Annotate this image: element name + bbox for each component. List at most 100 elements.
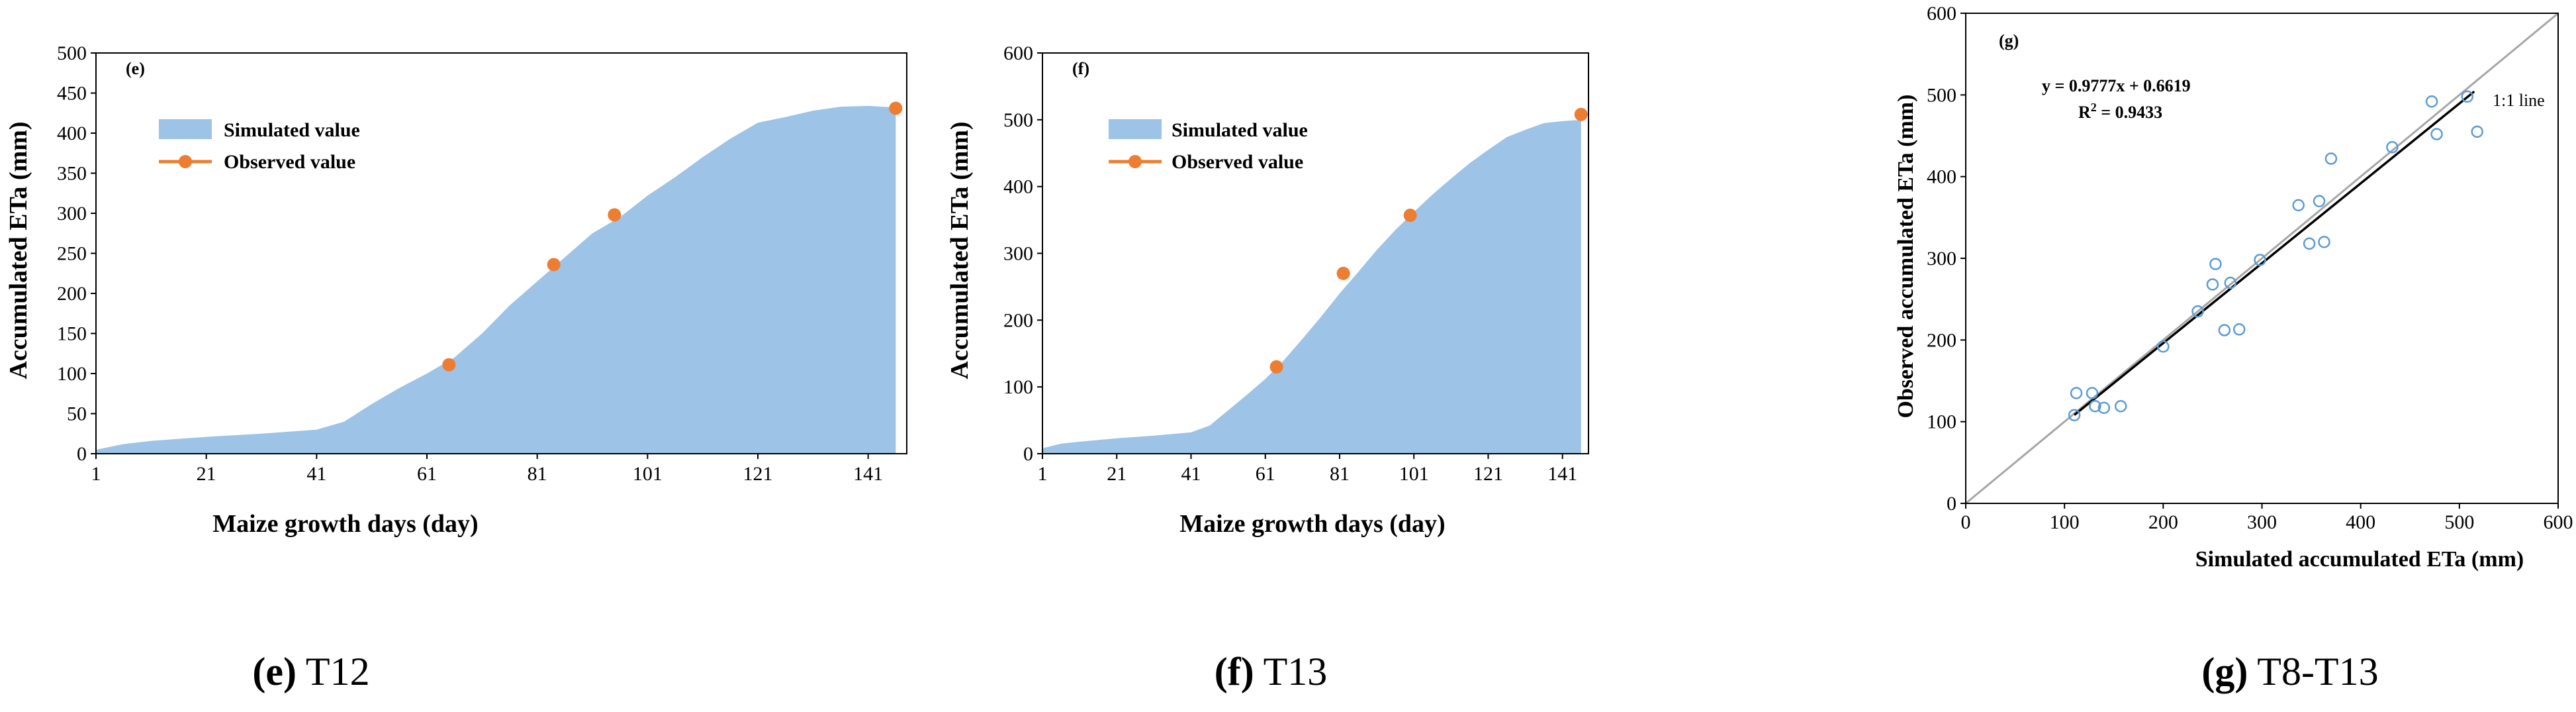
panel-e-x-tick-label-6: 121 bbox=[743, 463, 773, 485]
panel-e-observed-point-1 bbox=[547, 258, 561, 272]
panel-g-data-point-15 bbox=[2303, 237, 2316, 250]
panel-g-caption-text: T8-T13 bbox=[2257, 650, 2379, 693]
panel-e-y-tick-label-5: 250 bbox=[57, 243, 87, 265]
panel-e-simulated-area-layer bbox=[96, 105, 896, 454]
panel-g-data-point-1 bbox=[2070, 387, 2083, 399]
panel-g-caption-letter: (g) bbox=[2201, 650, 2248, 693]
panel-g-data-point-14 bbox=[2292, 199, 2305, 212]
panel-g-plot-frame bbox=[1965, 13, 2559, 504]
panel-e-y-tick-label-8: 400 bbox=[57, 123, 87, 144]
panel-e-caption-letter: (e) bbox=[252, 650, 297, 693]
panel-e-y-tick-label-4: 200 bbox=[57, 283, 87, 305]
panel-e-y-tick-label-6: 300 bbox=[57, 203, 87, 225]
panel-e-y-tick-label-1: 50 bbox=[67, 403, 87, 425]
panel-e-caption: (e) T12 bbox=[252, 649, 369, 695]
panel-f-observed-point-2 bbox=[1403, 209, 1417, 223]
panel-g-x-tick-label-1: 100 bbox=[2050, 511, 2080, 533]
panel-f-plot-frame bbox=[1042, 52, 1589, 454]
panel-g-data-point-21 bbox=[2430, 128, 2443, 140]
panel-g-fit-line bbox=[2073, 90, 2475, 416]
panel-e-legend-area-swatch bbox=[159, 119, 212, 139]
panel-g-identity-line-label: 1:1 line bbox=[2493, 91, 2545, 110]
panel-g-x-axis-title: Simulated accumulated ETa (mm) bbox=[2195, 547, 2524, 572]
panel-f-y-axis-title: Accumulated ETa (mm) bbox=[946, 121, 974, 379]
panel-f-legend-area-swatch bbox=[1109, 119, 1162, 139]
panel-g-y-tick-label-5: 500 bbox=[1927, 84, 1956, 106]
panel-f-y-tick-label-5: 500 bbox=[1003, 109, 1033, 131]
panel-f-caption-letter: (f) bbox=[1214, 650, 1254, 693]
panel-g-data-point-12 bbox=[2232, 323, 2246, 336]
panel-g-ticks: 0 100 200 300 400 500 600 0 100 200 300 400 500 600 bbox=[1927, 3, 2573, 533]
panel-e-y-tick-label-0: 0 bbox=[77, 443, 87, 465]
panel-g-r-superscript: 2 bbox=[2091, 101, 2097, 114]
panel-g-data-point-5 bbox=[2114, 399, 2127, 413]
panel-g-data-point-10 bbox=[2218, 324, 2231, 336]
panel-g-data-point-16 bbox=[2313, 195, 2326, 207]
panel-g-r-value: = 0.9433 bbox=[2097, 103, 2162, 122]
panel-f-observed-point-0 bbox=[1269, 360, 1283, 374]
panel-f-x-tick-label-0: 1 bbox=[1038, 463, 1048, 485]
panel-e-x-tick-label-1: 21 bbox=[197, 463, 216, 485]
panel-g-data-point-3 bbox=[2089, 399, 2101, 413]
panel-f-legend: Simulated value Observed value bbox=[1109, 119, 1308, 173]
panel-e-y-tick-label-3: 150 bbox=[57, 323, 87, 345]
panel-g-y-tick-label-1: 100 bbox=[1927, 411, 1956, 433]
panel-f-y-tick-label-6: 600 bbox=[1003, 42, 1033, 64]
panel-g-data-point-6 bbox=[2157, 340, 2170, 353]
panel-f-simulated-area-layer bbox=[1042, 119, 1581, 454]
panel-f-y-tick-label-4: 400 bbox=[1003, 176, 1033, 198]
panel-f-x-tick-label-3: 61 bbox=[1256, 463, 1275, 485]
panel-e-ticks: 1 21 41 61 81 101 121 1410501001502002503003504… bbox=[57, 42, 883, 485]
panel-g-y-tick-label-0: 0 bbox=[1947, 493, 1956, 515]
panel-g-x-tick-label-3: 300 bbox=[2247, 511, 2277, 533]
panel-f-observed-layer bbox=[1269, 107, 1588, 374]
panel-e-y-tick-label-10: 500 bbox=[57, 42, 87, 64]
panel-f-x-tick-label-2: 41 bbox=[1181, 463, 1201, 485]
panel-f-y-tick-label-0: 0 bbox=[1023, 443, 1033, 465]
panel-g-tag: (g) bbox=[1999, 31, 2019, 50]
panel-f-x-tick-label-5: 101 bbox=[1399, 463, 1429, 485]
panel-e-observed-layer bbox=[442, 101, 903, 372]
panel-e-tag: (e) bbox=[126, 59, 145, 78]
panel-f-x-tick-label-7: 141 bbox=[1547, 463, 1577, 485]
panel-f-observed-point-1 bbox=[1336, 266, 1350, 280]
panel-f-legend-marker-swatch bbox=[1128, 155, 1142, 168]
panel-e-observed-point-0 bbox=[442, 358, 456, 372]
panel-f-x-tick-label-6: 121 bbox=[1473, 463, 1503, 485]
panel-g-equation: y = 0.9777x + 0.6619 bbox=[2042, 76, 2191, 95]
panel-e-caption-text: T12 bbox=[305, 650, 370, 693]
panel-e-y-tick-label-2: 100 bbox=[57, 363, 87, 385]
panel-g-points-layer bbox=[2068, 90, 2483, 422]
panel-g-data-point-2 bbox=[2086, 387, 2099, 399]
panel-g-y-tick-label-4: 400 bbox=[1927, 166, 1956, 188]
panel-f-legend-observed: Observed value bbox=[1172, 151, 1303, 173]
panel-e-x-tick-label-3: 61 bbox=[417, 463, 437, 485]
panel-g-data-point-11 bbox=[2224, 276, 2237, 289]
panel-g-x-tick-label-2: 200 bbox=[2148, 511, 2178, 533]
panel-e-legend-simulated: Simulated value bbox=[224, 119, 360, 141]
panel-f-y-tick-label-2: 200 bbox=[1003, 309, 1033, 331]
panel-f-caption: (f) T13 bbox=[1215, 649, 1328, 695]
panel-g-data-point-7 bbox=[2191, 305, 2204, 318]
panel-e-x-tick-label-0: 1 bbox=[91, 463, 101, 485]
panel-g-scatter-chart: 0 100 200 300 400 500 600 0 100 200 300 400 500 600 (… bbox=[1894, 3, 2573, 572]
panel-e-y-tick-label-9: 450 bbox=[57, 83, 87, 105]
panel-g-data-point-9 bbox=[2209, 258, 2222, 270]
panel-g-data-point-8 bbox=[2206, 278, 2219, 291]
panel-f-tag: (f) bbox=[1072, 59, 1089, 78]
panel-g-x-tick-label-5: 500 bbox=[2444, 511, 2474, 533]
panel-e-x-axis-title: Maize growth days (day) bbox=[212, 510, 478, 538]
panel-g-x-tick-label-4: 400 bbox=[2346, 511, 2375, 533]
panel-e-y-axis-title: Accumulated ETa (mm) bbox=[5, 121, 32, 379]
panel-g-r-symbol: R bbox=[2078, 103, 2091, 122]
panel-f-observed-point-3 bbox=[1574, 107, 1588, 121]
panel-g-x-tick-label-6: 600 bbox=[2544, 511, 2573, 533]
panel-g-data-point-18 bbox=[2324, 152, 2338, 165]
panel-g-y-axis-title: Observed accumulated ETa (mm) bbox=[1894, 95, 1918, 419]
panel-e-x-tick-label-5: 101 bbox=[633, 463, 663, 485]
panel-e-legend-marker-swatch bbox=[179, 155, 192, 168]
panel-f-y-tick-label-3: 300 bbox=[1003, 243, 1033, 265]
